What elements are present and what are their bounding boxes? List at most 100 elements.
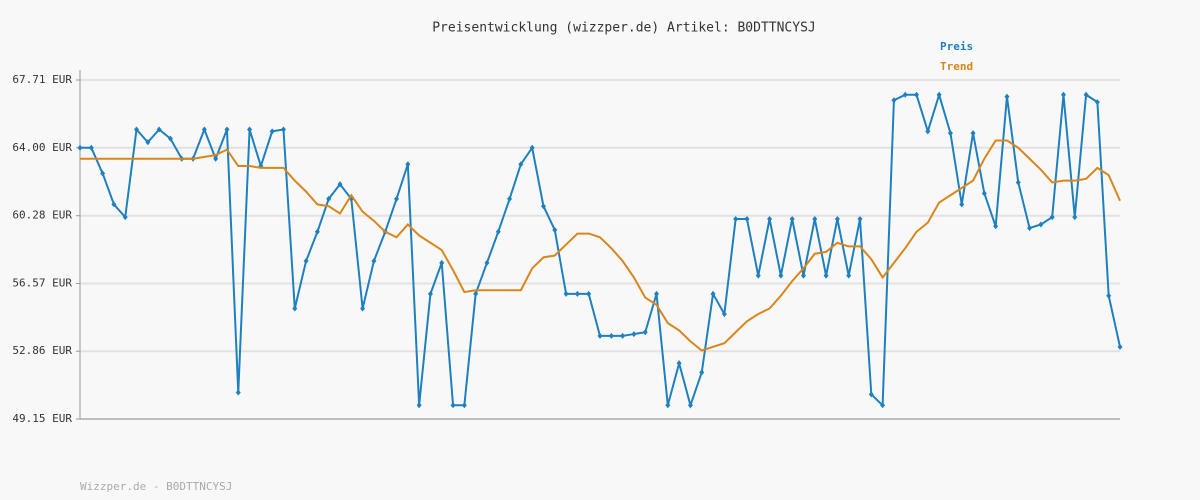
point-marker — [450, 402, 456, 409]
point-marker — [1038, 221, 1044, 228]
point-marker — [608, 332, 614, 339]
point-marker — [88, 144, 94, 151]
point-marker — [100, 170, 106, 177]
point-marker — [326, 195, 332, 202]
point-marker — [201, 126, 207, 133]
point-marker — [586, 290, 592, 297]
point-marker — [552, 226, 558, 233]
point-marker — [1004, 93, 1010, 100]
point-marker — [959, 201, 965, 208]
point-marker — [733, 215, 739, 222]
series-line — [80, 139, 1121, 352]
point-marker — [507, 195, 513, 202]
point-marker — [461, 402, 467, 409]
legend-label: Preis — [940, 40, 973, 53]
point-marker — [687, 402, 693, 409]
point-marker — [280, 126, 286, 133]
chart-title: Preisentwicklung (wizzper.de) Artikel: B… — [432, 21, 816, 36]
point-marker — [1083, 91, 1089, 98]
point-marker — [676, 360, 682, 367]
point-marker — [292, 305, 298, 312]
legend-label: Trend — [940, 60, 973, 73]
point-marker — [993, 223, 999, 230]
point-marker — [721, 310, 727, 317]
point-marker — [654, 290, 660, 297]
y-tick-label: 67.71 EUR — [12, 73, 72, 86]
point-marker — [1072, 214, 1078, 221]
point-marker — [473, 290, 479, 297]
point-marker — [631, 331, 637, 338]
point-marker — [1027, 225, 1033, 232]
point-marker — [529, 144, 535, 151]
point-marker — [574, 290, 580, 297]
point-marker — [1094, 99, 1100, 106]
footer: Wizzper.de - B0DTTNCYSJ — [80, 480, 232, 493]
point-marker — [834, 215, 840, 222]
point-marker — [710, 290, 716, 297]
point-marker — [1049, 214, 1055, 221]
point-marker — [1106, 292, 1112, 299]
point-marker — [936, 91, 942, 98]
y-tick-label: 52.86 EUR — [12, 344, 72, 357]
point-marker — [868, 391, 874, 398]
point-marker — [484, 259, 490, 266]
y-tick-label: 60.28 EUR — [12, 209, 72, 222]
point-marker — [247, 126, 253, 133]
point-marker — [857, 215, 863, 222]
point-marker — [800, 272, 806, 279]
point-marker — [925, 128, 931, 135]
point-marker — [891, 97, 897, 104]
point-marker — [812, 215, 818, 222]
point-marker — [235, 389, 241, 396]
point-marker — [880, 402, 886, 409]
y-tick-label: 56.57 EUR — [12, 276, 72, 289]
point-marker — [744, 215, 750, 222]
point-marker — [767, 215, 773, 222]
point-marker — [224, 126, 230, 133]
point-marker — [394, 195, 400, 202]
point-marker — [111, 201, 117, 208]
point-marker — [914, 91, 920, 98]
point-marker — [337, 181, 343, 188]
point-marker — [213, 155, 219, 162]
point-marker — [540, 203, 546, 210]
point-marker — [1015, 179, 1021, 186]
point-marker — [122, 214, 128, 221]
point-marker — [970, 130, 976, 137]
point-marker — [439, 259, 445, 266]
point-marker — [360, 305, 366, 312]
point-marker — [665, 402, 671, 409]
point-marker — [134, 126, 140, 133]
point-marker — [981, 190, 987, 197]
point-marker — [699, 369, 705, 376]
y-tick-label: 64.00 EUR — [12, 141, 72, 154]
point-marker — [405, 161, 411, 168]
point-marker — [902, 91, 908, 98]
point-marker — [314, 228, 320, 235]
point-marker — [303, 258, 309, 265]
point-marker — [755, 272, 761, 279]
y-tick-label: 49.15 EUR — [12, 412, 72, 425]
point-marker — [620, 332, 626, 339]
point-marker — [947, 130, 953, 137]
point-marker — [846, 272, 852, 279]
point-marker — [495, 228, 501, 235]
point-marker — [563, 290, 569, 297]
point-marker — [778, 272, 784, 279]
point-marker — [269, 128, 275, 135]
point-marker — [145, 139, 151, 146]
point-marker — [371, 258, 377, 265]
point-marker — [642, 329, 648, 336]
point-marker — [167, 135, 173, 142]
point-marker — [1117, 343, 1123, 350]
point-marker — [823, 272, 829, 279]
point-marker — [416, 402, 422, 409]
point-marker — [77, 144, 83, 151]
point-marker — [427, 290, 433, 297]
point-marker — [518, 161, 524, 168]
point-marker — [1060, 91, 1066, 98]
point-marker — [789, 215, 795, 222]
point-marker — [597, 332, 603, 339]
